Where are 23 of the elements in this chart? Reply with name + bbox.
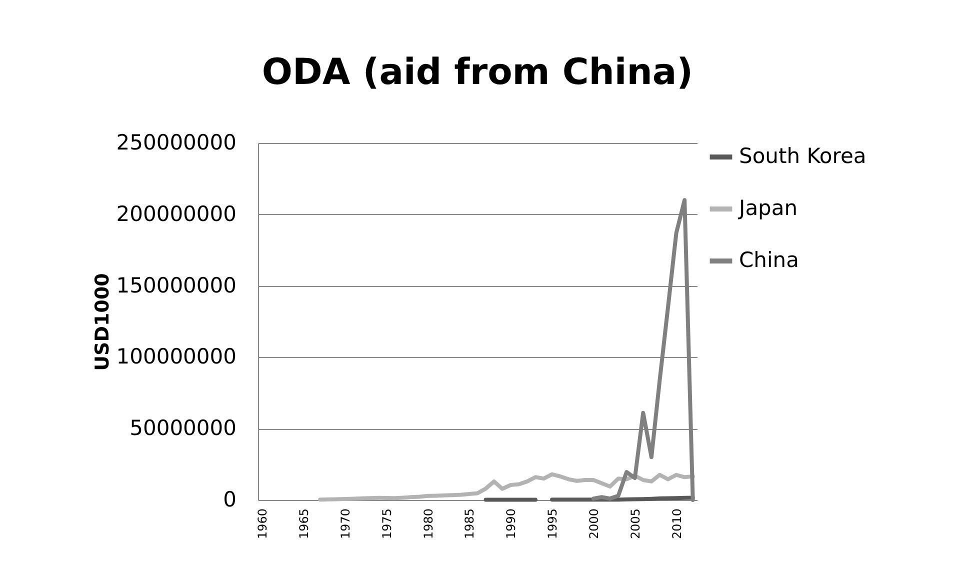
x-tick-label: 1975 bbox=[380, 508, 394, 540]
x-tick-label: 1995 bbox=[546, 508, 560, 540]
legend-label: Japan bbox=[737, 196, 798, 220]
x-tick-label: 1990 bbox=[504, 508, 518, 540]
x-tick-label: 1985 bbox=[462, 508, 477, 540]
line-series bbox=[318, 472, 695, 502]
x-tick-label: 2010 bbox=[670, 508, 684, 540]
x-tick-label: 1970 bbox=[338, 508, 352, 540]
chart-title: ODA (aid from China) bbox=[262, 52, 694, 93]
legend-label: South Korea bbox=[739, 144, 866, 168]
x-tick-label: 1965 bbox=[297, 508, 312, 540]
y-tick-label: 50000000 bbox=[130, 416, 236, 440]
x-tick-label: 2000 bbox=[586, 508, 601, 540]
y-tick-label: 0 bbox=[223, 488, 236, 512]
y-tick-label: 100000000 bbox=[116, 344, 236, 369]
x-tick-label: 1980 bbox=[421, 508, 436, 540]
x-tick-label: 1960 bbox=[256, 508, 270, 540]
legend-label: China bbox=[739, 248, 799, 272]
y-tick-label: 150000000 bbox=[116, 273, 236, 298]
y-tick-label: 250000000 bbox=[116, 130, 236, 154]
y-axis-title: USD1000 bbox=[91, 273, 114, 371]
y-tick-label: 200000000 bbox=[116, 202, 236, 226]
x-tick-label: 2005 bbox=[628, 508, 642, 540]
